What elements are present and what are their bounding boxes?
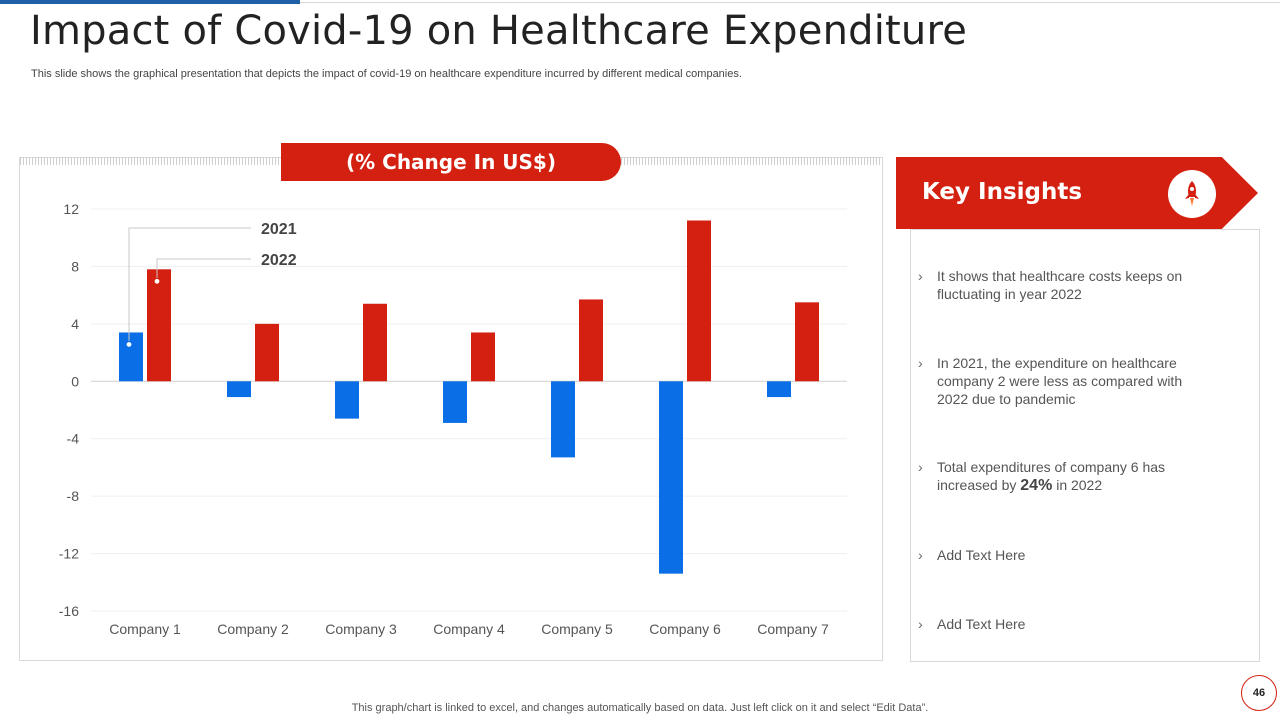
insight-text: Add Text Here xyxy=(937,547,1026,563)
bar-2021-3 xyxy=(335,381,359,419)
bar-2022-3 xyxy=(363,303,387,382)
bars xyxy=(119,220,819,574)
insights-title: Key Insights xyxy=(922,179,1083,205)
bar-2021-5 xyxy=(551,381,575,458)
y-tick-label: -12 xyxy=(59,546,79,562)
insight-item: › Total expenditures of company 6 has in… xyxy=(918,458,1208,495)
x-tick-label: Company 7 xyxy=(757,621,829,637)
legend-leader-2022 xyxy=(156,258,251,282)
legend-label-2022: 2022 xyxy=(261,252,297,269)
chart-title-banner: (% Change In US$) xyxy=(281,143,621,181)
insights-panel xyxy=(910,229,1260,662)
bar-2022-5 xyxy=(579,299,603,382)
insight-text: Add Text Here xyxy=(937,616,1026,632)
legend-leader-2021 xyxy=(128,227,251,345)
insight-text: In 2021, the expenditure on healthcare c… xyxy=(937,355,1183,407)
x-tick-label: Company 2 xyxy=(217,621,289,637)
bar-2021-6 xyxy=(659,381,683,574)
insight-item: › It shows that healthcare costs keeps o… xyxy=(918,267,1208,303)
chevron-right-icon: › xyxy=(918,355,923,371)
legend: 2021 2022 xyxy=(125,221,297,349)
legend-marker-2022 xyxy=(153,277,161,285)
gridlines xyxy=(91,208,847,612)
chevron-right-icon: › xyxy=(918,459,923,475)
y-tick-label: 4 xyxy=(71,316,79,332)
rocket-icon xyxy=(1168,170,1216,218)
bar-2022-6 xyxy=(687,220,711,382)
legend-marker-2021 xyxy=(125,340,133,349)
insight-item: › Add Text Here xyxy=(918,546,1208,564)
y-tick-label: -4 xyxy=(67,431,80,447)
insights-header: Key Insights xyxy=(896,157,1258,229)
y-tick-label: 8 xyxy=(71,258,79,274)
x-tick-label: Company 5 xyxy=(541,621,613,637)
top-divider xyxy=(300,2,1280,3)
bar-2022-2 xyxy=(255,323,279,382)
x-tick-label: Company 3 xyxy=(325,621,397,637)
y-tick-label: -16 xyxy=(59,603,79,619)
chart-header-strip-right xyxy=(621,157,882,165)
y-axis-ticks: 12 8 4 0 -4 -8 -12 -16 xyxy=(59,201,79,619)
bar-2021-4 xyxy=(443,381,467,423)
y-tick-label: -8 xyxy=(67,488,80,504)
x-tick-label: Company 1 xyxy=(109,621,181,637)
chevron-right-icon: › xyxy=(918,616,923,632)
legend-label-2021: 2021 xyxy=(261,221,297,238)
slide-title: Impact of Covid-19 on Healthcare Expendi… xyxy=(30,8,968,54)
bar-2022-1 xyxy=(147,269,171,382)
chevron-right-icon: › xyxy=(918,268,923,284)
insight-text-prefix: Total expenditures of company 6 has incr… xyxy=(937,459,1166,493)
bar-2022-4 xyxy=(471,332,495,382)
chevron-right-icon: › xyxy=(918,547,923,563)
page-number-badge: 46 xyxy=(1241,675,1277,711)
y-tick-label: 0 xyxy=(71,373,79,389)
insight-item: › In 2021, the expenditure on healthcare… xyxy=(918,354,1208,408)
bar-2021-2 xyxy=(227,381,251,398)
insight-item: › Add Text Here xyxy=(918,615,1208,633)
footnote: This graph/chart is linked to excel, and… xyxy=(351,702,929,714)
insight-highlight: 24% xyxy=(1020,477,1053,494)
insight-text-suffix: in 2022 xyxy=(1056,477,1103,493)
bar-2021-7 xyxy=(767,381,791,398)
bar-2022-7 xyxy=(795,302,819,382)
x-tick-label: Company 4 xyxy=(433,621,505,637)
x-axis-ticks: Company 1 Company 2 Company 3 Company 4 Comp… xyxy=(109,621,829,637)
slide-subtitle: This slide shows the graphical presentat… xyxy=(31,68,742,80)
chart-header-strip-left xyxy=(20,157,281,165)
y-tick-label: 12 xyxy=(63,201,79,217)
top-accent-bar xyxy=(0,0,300,4)
x-tick-label: Company 6 xyxy=(649,621,721,637)
bar-2021-1 xyxy=(119,332,143,382)
insight-text: It shows that healthcare costs keeps on … xyxy=(937,268,1183,302)
